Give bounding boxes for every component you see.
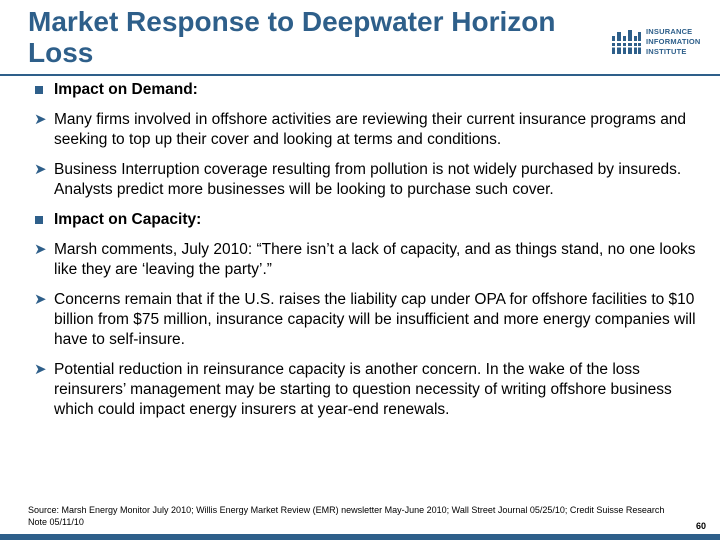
logo-line-3: INSTITUTE — [646, 47, 687, 56]
bullet-text: Business Interruption coverage resulting… — [54, 161, 682, 198]
arrow-bullet-icon: ➤ — [34, 161, 47, 178]
footer-bar — [0, 534, 720, 540]
arrow-bullet-icon: ➤ — [34, 241, 47, 258]
iii-logo-icon — [612, 30, 642, 54]
bullet-item: ➤ Concerns remain that if the U.S. raise… — [34, 290, 698, 350]
square-bullet-icon — [35, 86, 43, 94]
arrow-bullet-icon: ➤ — [34, 111, 47, 128]
source-note: Source: Marsh Energy Monitor July 2010; … — [28, 505, 665, 527]
iii-logo-text: INSURANCE INFORMATION INSTITUTE — [646, 27, 701, 57]
bullet-item: ➤ Many firms involved in offshore activi… — [34, 110, 698, 150]
heading-demand: Impact on Demand: — [34, 80, 698, 100]
bullet-item: ➤ Potential reduction in reinsurance cap… — [34, 360, 698, 420]
logo-line-2: INFORMATION — [646, 37, 701, 46]
bullet-item: ➤ Marsh comments, July 2010: “There isn’… — [34, 240, 698, 280]
title-divider — [0, 74, 720, 76]
bullet-text: Potential reduction in reinsurance capac… — [54, 361, 672, 418]
heading-text: Impact on Demand: — [54, 81, 198, 98]
slide-title: Market Response to Deepwater Horizon Los… — [28, 6, 556, 68]
iii-logo: INSURANCE INFORMATION INSTITUTE — [612, 26, 712, 60]
bullet-text: Concerns remain that if the U.S. raises … — [54, 291, 696, 348]
bullet-text: Many firms involved in offshore activiti… — [54, 111, 687, 148]
bullet-item: ➤ Business Interruption coverage resulti… — [34, 160, 698, 200]
square-bullet-icon — [35, 216, 43, 224]
bullet-list: Impact on Demand: ➤ Many firms involved … — [34, 80, 698, 430]
heading-capacity: Impact on Capacity: — [34, 210, 698, 230]
arrow-bullet-icon: ➤ — [34, 291, 47, 308]
bullet-text: Marsh comments, July 2010: “There isn’t … — [54, 241, 696, 278]
heading-text: Impact on Capacity: — [54, 211, 202, 228]
logo-line-1: INSURANCE — [646, 27, 693, 36]
arrow-bullet-icon: ➤ — [34, 361, 47, 378]
page-number: 60 — [695, 521, 706, 531]
